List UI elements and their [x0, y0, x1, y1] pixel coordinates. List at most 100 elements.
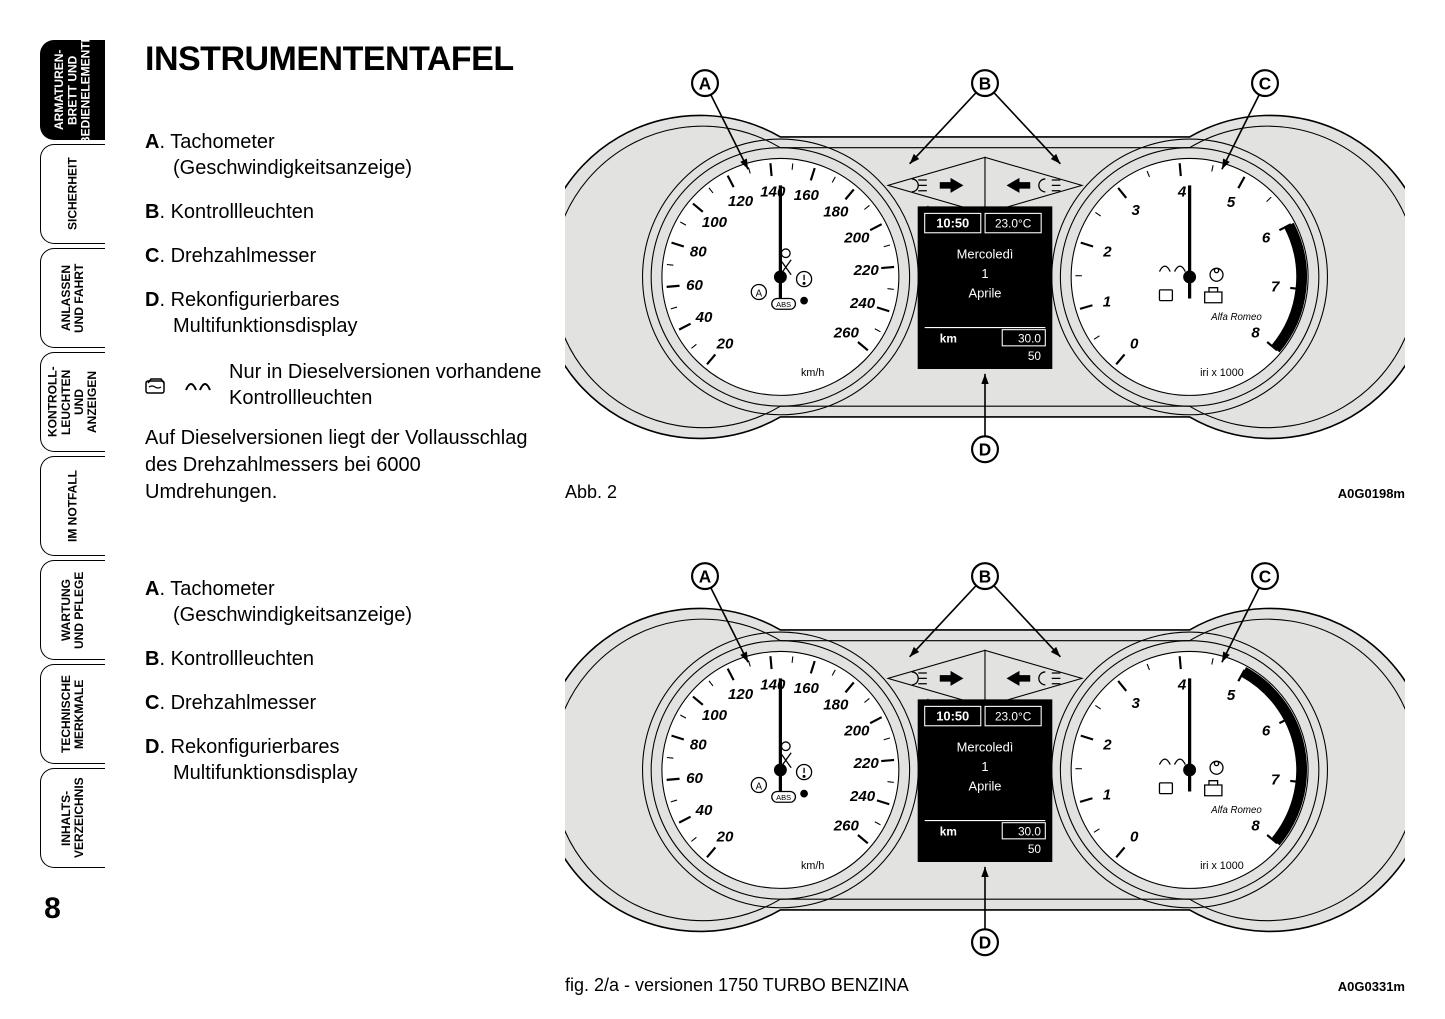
- svg-text:140: 140: [760, 183, 786, 200]
- svg-text:Aprile: Aprile: [969, 778, 1002, 793]
- svg-text:10:50: 10:50: [936, 708, 969, 723]
- svg-text:240: 240: [849, 295, 876, 312]
- svg-text:A: A: [699, 566, 711, 586]
- svg-text:60: 60: [686, 277, 703, 294]
- svg-text:40: 40: [695, 802, 713, 819]
- svg-text:0: 0: [1130, 828, 1139, 845]
- svg-text:Alfa Romeo: Alfa Romeo: [1210, 805, 1262, 816]
- svg-text:200: 200: [843, 722, 870, 739]
- legend-item-b: B. Kontrollleuchten: [145, 646, 545, 672]
- legend-item-d: D. RekonfigurierbaresMultifunktionsdispl…: [145, 734, 545, 786]
- svg-text:B: B: [979, 566, 991, 586]
- svg-text:140: 140: [760, 676, 786, 693]
- svg-text:160: 160: [794, 187, 820, 204]
- svg-text:6: 6: [1262, 722, 1271, 739]
- water-in-fuel-icon: [145, 359, 167, 411]
- page-number: 8: [44, 892, 61, 926]
- svg-text:5: 5: [1227, 687, 1236, 704]
- svg-text:B: B: [979, 74, 991, 94]
- figure-1-ref: A0G0198m: [1338, 486, 1405, 501]
- svg-text:240: 240: [849, 788, 876, 805]
- legend-item-b: B. Kontrollleuchten: [145, 199, 545, 225]
- legend-item-c: C. Drehzahlmesser: [145, 243, 545, 269]
- side-tab[interactable]: IM NOTFALL: [40, 456, 105, 556]
- svg-text:20: 20: [716, 828, 734, 845]
- svg-text:1: 1: [981, 759, 988, 774]
- svg-text:km/h: km/h: [801, 367, 824, 379]
- svg-text:3: 3: [1131, 202, 1140, 219]
- figure-1: 20406080100120140160180200220240260km/hA…: [565, 40, 1405, 503]
- svg-text:C: C: [1259, 566, 1271, 586]
- svg-text:260: 260: [833, 325, 860, 342]
- svg-text:60: 60: [686, 770, 703, 787]
- side-tab[interactable]: WARTUNG UND PFLEGE: [40, 560, 105, 660]
- diesel-note-text: Nur in Dieselversionen vorhandene Kontro…: [229, 359, 545, 411]
- svg-text:ABS: ABS: [776, 300, 791, 309]
- side-tab[interactable]: TECHNISCHE MERKMALE: [40, 664, 105, 764]
- svg-text:4: 4: [1177, 676, 1187, 693]
- figure-2-caption: fig. 2/a - versionen 1750 TURBO BENZINA: [565, 975, 909, 996]
- instrument-cluster-1: 20406080100120140160180200220240260km/hA…: [565, 40, 1405, 471]
- legend-2: A. Tachometer(Geschwindigkeitsanzeige) B.…: [145, 576, 545, 786]
- svg-text:2: 2: [1102, 243, 1112, 260]
- svg-text:20: 20: [716, 335, 734, 352]
- svg-text:ABS: ABS: [776, 793, 791, 802]
- instrument-cluster-2: 20406080100120140160180200220240260km/hA…: [565, 533, 1405, 964]
- glowplug-icon: [183, 359, 213, 411]
- svg-text:D: D: [979, 440, 991, 460]
- svg-text:10:50: 10:50: [936, 215, 969, 230]
- svg-text:C: C: [1259, 74, 1271, 94]
- svg-text:40: 40: [695, 309, 713, 326]
- svg-text:80: 80: [690, 243, 707, 260]
- svg-text:Mercoledì: Mercoledì: [957, 247, 1014, 262]
- svg-text:1: 1: [981, 266, 988, 281]
- svg-text:23.0°C: 23.0°C: [995, 709, 1032, 723]
- svg-text:100: 100: [702, 214, 728, 231]
- svg-text:180: 180: [823, 203, 849, 220]
- diesel-body-text: Auf Dieselversionen liegt der Vollaussch…: [145, 425, 545, 506]
- svg-text:120: 120: [728, 193, 754, 210]
- svg-text:iri x 1000: iri x 1000: [1200, 860, 1244, 872]
- side-tab[interactable]: ANLASSEN UND FAHRT: [40, 248, 105, 348]
- svg-text:30.0: 30.0: [1018, 332, 1041, 346]
- svg-text:180: 180: [823, 696, 849, 713]
- side-tab[interactable]: SICHERHEIT: [40, 144, 105, 244]
- svg-text:0: 0: [1130, 335, 1139, 352]
- svg-text:7: 7: [1271, 771, 1280, 788]
- figure-2: 20406080100120140160180200220240260km/hA…: [565, 533, 1405, 996]
- legend-item-a: A. Tachometer(Geschwindigkeitsanzeige): [145, 129, 545, 181]
- svg-text:4: 4: [1177, 183, 1187, 200]
- svg-text:D: D: [979, 932, 991, 952]
- svg-text:100: 100: [702, 707, 728, 724]
- legend-item-d: D. RekonfigurierbaresMultifunktionsdispl…: [145, 287, 545, 339]
- svg-text:8: 8: [1251, 325, 1260, 342]
- page-content: INSTRUMENTENTAFEL A. Tachometer(Geschwin…: [105, 0, 1445, 1019]
- svg-text:km/h: km/h: [801, 860, 824, 872]
- figure-2-ref: A0G0331m: [1338, 979, 1405, 994]
- svg-text:A: A: [756, 781, 763, 792]
- svg-text:A: A: [699, 74, 711, 94]
- svg-text:160: 160: [794, 680, 820, 697]
- svg-text:220: 220: [853, 262, 880, 279]
- legend-item-a: A. Tachometer(Geschwindigkeitsanzeige): [145, 576, 545, 628]
- svg-text:260: 260: [833, 817, 860, 834]
- svg-text:50: 50: [1028, 842, 1042, 856]
- side-tab[interactable]: ARMATUREN- BRETT UND BEDIENELEMENTE: [40, 40, 105, 140]
- svg-text:km: km: [940, 824, 957, 838]
- diesel-note-row: Nur in Dieselversionen vorhandene Kontro…: [145, 359, 545, 411]
- svg-text:km: km: [940, 332, 957, 346]
- svg-text:23.0°C: 23.0°C: [995, 216, 1032, 230]
- side-tab[interactable]: INHALTS- VERZEICHNIS: [40, 768, 105, 868]
- svg-text:120: 120: [728, 686, 754, 703]
- svg-text:Mercoledì: Mercoledì: [957, 739, 1014, 754]
- side-tabs: ARMATUREN- BRETT UND BEDIENELEMENTESICHE…: [0, 0, 105, 1019]
- svg-text:200: 200: [843, 230, 870, 247]
- svg-text:A: A: [756, 288, 763, 299]
- legend-1: A. Tachometer(Geschwindigkeitsanzeige) B.…: [145, 129, 545, 339]
- svg-text:2: 2: [1102, 736, 1112, 753]
- svg-text:6: 6: [1262, 230, 1271, 247]
- svg-text:5: 5: [1227, 194, 1236, 211]
- svg-text:Aprile: Aprile: [969, 285, 1002, 300]
- side-tab[interactable]: KONTROLL- LEUCHTEN UND ANZEIGEN: [40, 352, 105, 452]
- svg-text:3: 3: [1131, 695, 1140, 712]
